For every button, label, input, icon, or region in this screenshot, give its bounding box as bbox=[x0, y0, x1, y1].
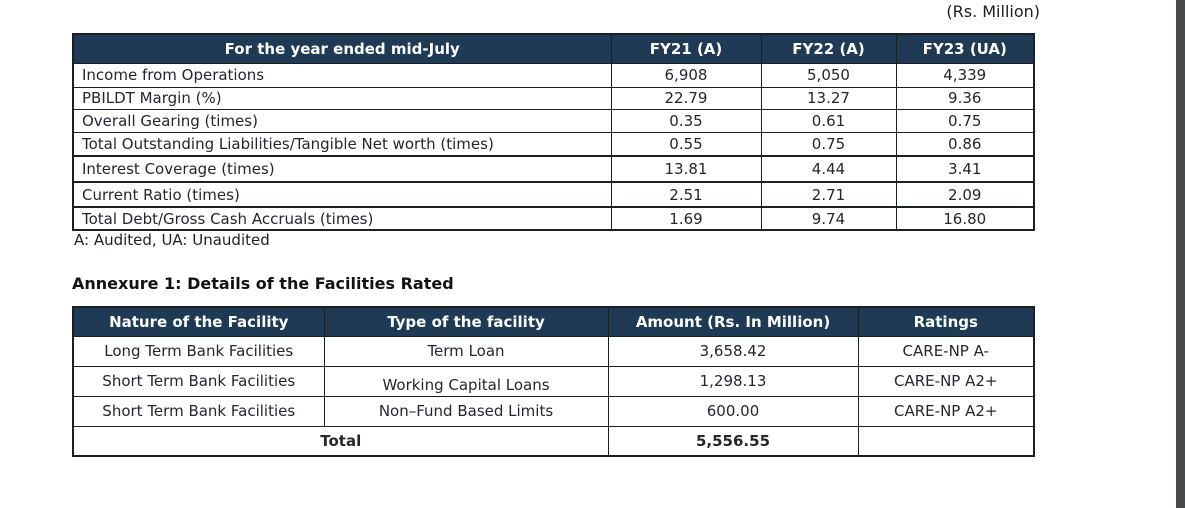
facility-type-text: Working Capital Loans bbox=[382, 376, 550, 394]
metric-label: Current Ratio (times) bbox=[72, 181, 612, 208]
metric-label: Income from Operations bbox=[72, 62, 612, 88]
facilities-table: Nature of the Facility Type of the facil… bbox=[72, 306, 1035, 457]
unit-note: (Rs. Million) bbox=[946, 2, 1040, 21]
table-row: Overall Gearing (times) 0.35 0.61 0.75 bbox=[72, 108, 1035, 133]
financials-header-fy22: FY22 (A) bbox=[760, 33, 897, 64]
financials-table: For the year ended mid-July FY21 (A) FY2… bbox=[72, 33, 1035, 231]
facility-nature: Long Term Bank Facilities bbox=[72, 335, 325, 367]
total-row: Total 5,556.55 bbox=[72, 425, 1035, 457]
fy21-value: 0.35 bbox=[610, 108, 762, 133]
total-amount: 5,556.55 bbox=[607, 425, 859, 457]
financials-header-row: For the year ended mid-July FY21 (A) FY2… bbox=[72, 33, 1035, 64]
table-row: Interest Coverage (times) 13.81 4.44 3.4… bbox=[72, 155, 1035, 183]
fy22-value: 0.75 bbox=[760, 131, 897, 157]
facility-rating: CARE-NP A2+ bbox=[857, 395, 1035, 427]
facility-amount: 1,298.13 bbox=[607, 365, 859, 397]
fy23-value: 3.41 bbox=[895, 155, 1035, 183]
financials-header-fy21: FY21 (A) bbox=[610, 33, 762, 64]
fy22-value: 13.27 bbox=[760, 86, 897, 110]
metric-label: PBILDT Margin (%) bbox=[72, 86, 612, 110]
metric-label: Interest Coverage (times) bbox=[72, 155, 612, 183]
fy23-value: 0.75 bbox=[895, 108, 1035, 133]
facility-nature: Short Term Bank Facilities bbox=[72, 395, 325, 427]
fy22-value: 9.74 bbox=[760, 206, 897, 231]
table-row: Short Term Bank Facilities Working Capit… bbox=[72, 365, 1035, 397]
fy21-value: 2.51 bbox=[610, 181, 762, 208]
fy23-value: 16.80 bbox=[895, 206, 1035, 231]
fy21-value: 1.69 bbox=[610, 206, 762, 231]
metric-label: Total Debt/Gross Cash Accruals (times) bbox=[72, 206, 612, 231]
facility-type: Term Loan bbox=[323, 335, 609, 367]
fy22-value: 2.71 bbox=[760, 181, 897, 208]
table-row: Total Debt/Gross Cash Accruals (times) 1… bbox=[72, 206, 1035, 231]
facility-rating: CARE-NP A2+ bbox=[857, 365, 1035, 397]
table-row: Long Term Bank Facilities Term Loan 3,65… bbox=[72, 335, 1035, 367]
facility-amount: 600.00 bbox=[607, 395, 859, 427]
table-row: Short Term Bank Facilities Non–Fund Base… bbox=[72, 395, 1035, 427]
fy21-value: 6,908 bbox=[610, 62, 762, 88]
metric-label: Total Outstanding Liabilities/Tangible N… bbox=[72, 131, 612, 157]
facility-type: Non–Fund Based Limits bbox=[323, 395, 609, 427]
table-row: PBILDT Margin (%) 22.79 13.27 9.36 bbox=[72, 86, 1035, 110]
table-row: Current Ratio (times) 2.51 2.71 2.09 bbox=[72, 181, 1035, 208]
fy21-value: 22.79 bbox=[610, 86, 762, 110]
metric-label: Overall Gearing (times) bbox=[72, 108, 612, 133]
fy23-value: 2.09 bbox=[895, 181, 1035, 208]
fy21-value: 0.55 bbox=[610, 131, 762, 157]
viewer-scrollbar[interactable] bbox=[1176, 0, 1185, 508]
facility-type: Working Capital Loans bbox=[323, 365, 609, 397]
facilities-header-type: Type of the facility bbox=[323, 306, 609, 337]
fy23-value: 0.86 bbox=[895, 131, 1035, 157]
facilities-header-nature: Nature of the Facility bbox=[72, 306, 325, 337]
audit-footnote: A: Audited, UA: Unaudited bbox=[74, 231, 270, 249]
financials-header-period: For the year ended mid-July bbox=[72, 33, 612, 64]
total-rating-empty bbox=[857, 425, 1035, 457]
financials-header-fy23: FY23 (UA) bbox=[895, 33, 1035, 64]
annexure-title: Annexure 1: Details of the Facilities Ra… bbox=[72, 274, 454, 293]
fy22-value: 4.44 bbox=[760, 155, 897, 183]
table-row: Total Outstanding Liabilities/Tangible N… bbox=[72, 131, 1035, 157]
fy23-value: 4,339 bbox=[895, 62, 1035, 88]
fy22-value: 0.61 bbox=[760, 108, 897, 133]
fy22-value: 5,050 bbox=[760, 62, 897, 88]
total-label: Total bbox=[72, 425, 609, 457]
facility-rating: CARE-NP A- bbox=[857, 335, 1035, 367]
table-row: Income from Operations 6,908 5,050 4,339 bbox=[72, 62, 1035, 88]
fy21-value: 13.81 bbox=[610, 155, 762, 183]
facilities-header-amount: Amount (Rs. In Million) bbox=[607, 306, 859, 337]
facility-amount: 3,658.42 bbox=[607, 335, 859, 367]
facility-nature: Short Term Bank Facilities bbox=[72, 365, 325, 397]
facilities-header-ratings: Ratings bbox=[857, 306, 1035, 337]
fy23-value: 9.36 bbox=[895, 86, 1035, 110]
facilities-header-row: Nature of the Facility Type of the facil… bbox=[72, 306, 1035, 337]
